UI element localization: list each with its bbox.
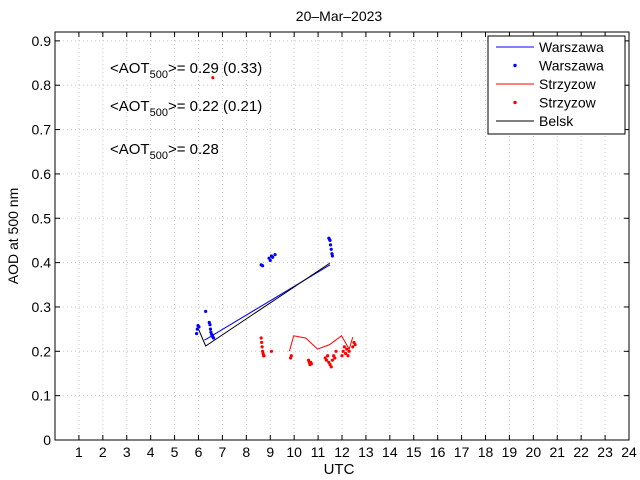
x-axis-ticks: 1 2 3 4 5 6 7 8 9 10 11 12 13 14 15 16 17 18 19 20 21 22 23 24 bbox=[54, 32, 637, 460]
legend-label: Belsk bbox=[539, 113, 574, 129]
strzyzow-line bbox=[288, 335, 354, 352]
x-tick-label: 21 bbox=[549, 444, 565, 460]
x-tick-label: 17 bbox=[454, 444, 470, 460]
strzyzow-point bbox=[269, 349, 274, 353]
x-tick-label: 5 bbox=[171, 444, 179, 460]
y-tick-label: 0.2 bbox=[32, 343, 52, 359]
warszawa-point bbox=[271, 255, 275, 259]
y-axis-ticks: 0 0.1 0.2 0.3 0.4 0.5 0.6 0.7 0.8 0.9 bbox=[32, 33, 629, 448]
strzyzow-point bbox=[309, 362, 313, 366]
x-tick-label: 3 bbox=[123, 444, 131, 460]
x-tick-label: 10 bbox=[286, 444, 302, 460]
strzyzow-point bbox=[330, 358, 335, 362]
x-tick-label: 2 bbox=[99, 444, 107, 460]
legend-label: Strzyzow bbox=[539, 95, 597, 111]
y-tick-label: 0.6 bbox=[32, 166, 52, 182]
strzyzow-point bbox=[345, 347, 349, 351]
y-tick-label: 0 bbox=[43, 432, 51, 448]
strzyzow-point bbox=[340, 354, 344, 358]
x-tick-label: 6 bbox=[195, 444, 203, 460]
legend-label: Warszawa bbox=[539, 58, 604, 74]
strzyzow-point bbox=[342, 345, 346, 349]
x-tick-label: 15 bbox=[406, 444, 422, 460]
strzyzow-point bbox=[329, 365, 333, 369]
strzyzow-point bbox=[262, 354, 266, 358]
x-tick-label: 19 bbox=[502, 444, 518, 460]
aot-annotations: <AOT500>= 0.29 (0.33) <AOT500>= 0.22 (0.2… bbox=[110, 60, 262, 162]
warszawa-point bbox=[328, 238, 332, 243]
legend-strzyzow-point-swatch bbox=[513, 100, 517, 105]
x-tick-label: 18 bbox=[478, 444, 494, 460]
y-tick-label: 0.8 bbox=[32, 77, 52, 93]
y-tick-label: 0.5 bbox=[32, 210, 52, 226]
strzyzow-point bbox=[326, 354, 330, 358]
legend-box bbox=[487, 35, 626, 135]
aot-annotation: <AOT500>= 0.29 (0.33) bbox=[110, 60, 262, 81]
x-tick-label: 20 bbox=[526, 444, 542, 460]
warszawa-point bbox=[330, 254, 335, 258]
strzyzow-point bbox=[353, 343, 357, 347]
warszawa-point bbox=[197, 325, 201, 329]
legend-label: Strzyzow bbox=[539, 76, 597, 92]
chart-title: 20–Mar–2023 bbox=[296, 8, 383, 24]
warszawa-point bbox=[268, 258, 272, 262]
strzyzow-point bbox=[260, 340, 264, 345]
strzyzow-point bbox=[211, 76, 215, 80]
warszawa-point bbox=[204, 309, 208, 313]
x-tick-label: 23 bbox=[597, 444, 613, 460]
grid-lines bbox=[55, 32, 629, 440]
warszawa-point bbox=[195, 327, 199, 331]
strzyzow-point bbox=[334, 349, 338, 353]
strzyzow-point bbox=[341, 349, 345, 353]
warszawa-point bbox=[208, 327, 213, 331]
strzyzow-point bbox=[259, 336, 263, 340]
x-tick-label: 24 bbox=[621, 444, 637, 460]
x-tick-label: 1 bbox=[75, 444, 83, 460]
warszawa-point bbox=[211, 336, 216, 340]
x-tick-label: 16 bbox=[430, 444, 446, 460]
warszawa-point bbox=[208, 323, 212, 327]
x-axis-label: UTC bbox=[324, 461, 355, 478]
warszawa-point bbox=[328, 243, 333, 247]
strzyzow-point bbox=[351, 345, 355, 349]
y-tick-label: 0.7 bbox=[32, 122, 52, 138]
x-tick-label: 22 bbox=[573, 444, 589, 460]
series-layer bbox=[194, 76, 357, 369]
x-tick-label: 12 bbox=[334, 444, 350, 460]
y-tick-label: 0.3 bbox=[32, 299, 52, 315]
warszawa-point bbox=[194, 331, 199, 336]
warszawa-point bbox=[273, 253, 277, 257]
x-tick-label: 4 bbox=[147, 444, 155, 460]
x-tick-label: 9 bbox=[266, 444, 274, 460]
y-tick-label: 0.1 bbox=[32, 388, 52, 404]
legend-label: Warszawa bbox=[539, 39, 604, 55]
strzyzow-point bbox=[333, 356, 337, 360]
y-axis-label: AOD at 500 nm bbox=[5, 188, 21, 285]
aot-annotation: <AOT500>= 0.28 bbox=[110, 141, 219, 162]
strzyzow-point bbox=[347, 349, 351, 353]
x-tick-label: 11 bbox=[311, 444, 326, 460]
aot-annotation: <AOT500>= 0.22 (0.21) bbox=[110, 98, 262, 119]
strzyzow-point bbox=[324, 358, 329, 362]
x-tick-label: 13 bbox=[358, 444, 374, 460]
strzyzow-point bbox=[289, 354, 293, 358]
y-tick-label: 0.4 bbox=[32, 255, 52, 271]
warszawa-point bbox=[260, 264, 265, 268]
x-tick-label: 8 bbox=[242, 444, 250, 460]
strzyzow-point bbox=[343, 351, 348, 356]
x-tick-label: 14 bbox=[382, 444, 398, 460]
strzyzow-point bbox=[260, 345, 264, 349]
belsk-line bbox=[198, 262, 330, 347]
strzyzow-point bbox=[346, 354, 350, 358]
legend: Warszawa Warszawa Strzyzow Strzyzow Belsk bbox=[487, 35, 626, 135]
x-tick-label: 7 bbox=[219, 444, 227, 460]
warszawa-point bbox=[329, 247, 333, 251]
legend-warszawa-point-swatch bbox=[513, 63, 517, 68]
y-tick-label: 0.9 bbox=[32, 33, 52, 49]
